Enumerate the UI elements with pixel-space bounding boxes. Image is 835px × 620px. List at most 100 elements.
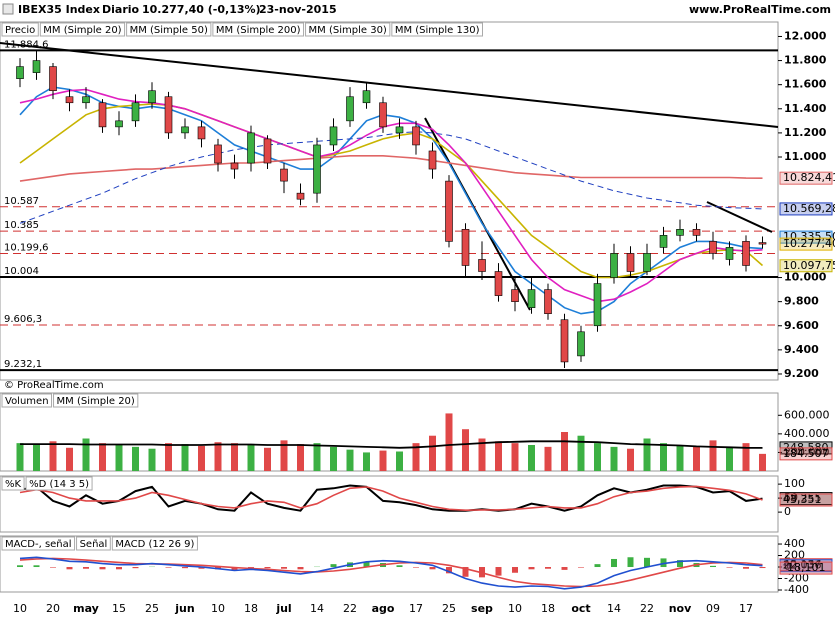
candle-body: [412, 126, 420, 146]
volume-bar: [247, 445, 255, 471]
histogram-bar: [182, 567, 188, 569]
candle-body: [313, 144, 321, 194]
legend-entry: Señal: [80, 539, 108, 550]
legend-box: [126, 22, 212, 37]
volume-bar: [214, 442, 222, 471]
legend-box: [305, 22, 391, 37]
volume-bar: [561, 432, 568, 471]
x-tick-label: 25: [442, 602, 456, 615]
value-box: [779, 202, 833, 216]
legend-box: [1, 393, 53, 408]
candle-body: [148, 90, 156, 104]
y-tick-label: 9.200: [784, 367, 819, 380]
moving-average: [19, 88, 763, 303]
candle-body: [428, 150, 437, 170]
candle-body: [478, 259, 486, 272]
y-tick-label: 400: [784, 537, 805, 550]
value-box: [779, 237, 833, 251]
volume-bar: [346, 449, 354, 471]
volume-bar: [363, 452, 370, 471]
histogram-bar: [99, 567, 106, 570]
moving-average: [19, 155, 763, 182]
volume-bar: [396, 451, 403, 471]
candle-body: [626, 253, 635, 272]
x-tick-label: 22: [640, 602, 654, 615]
legend-box: [111, 536, 198, 551]
histogram-bar: [281, 567, 287, 569]
candle-body: [544, 289, 552, 315]
volume-bar: [181, 444, 189, 471]
legend-box: [25, 476, 93, 491]
x-tick-label: jun: [174, 602, 194, 615]
y-tick-label: 9.400: [784, 343, 819, 356]
volume-bar: [627, 448, 634, 471]
indicator-line: [19, 556, 763, 590]
histogram-bar: [759, 567, 766, 569]
volume-bar: [16, 443, 24, 471]
y-tick-label: 400.000: [784, 427, 830, 440]
histogram-bar: [726, 567, 733, 568]
histogram-bar: [297, 567, 304, 570]
trend-line: [0, 42, 779, 128]
value-label: -18,101: [783, 561, 825, 574]
candle-body: [164, 96, 173, 134]
x-tick-label: 17: [739, 602, 753, 615]
x-tick-label: 22: [343, 602, 357, 615]
value-box: [779, 447, 833, 461]
histogram-bar: [83, 567, 89, 569]
candle-body: [131, 102, 140, 122]
y-tick-label: 11.600: [784, 78, 827, 91]
volume-bar: [115, 445, 123, 471]
candle-body: [709, 241, 717, 254]
histogram-bar: [33, 565, 40, 568]
candle-body: [758, 242, 767, 245]
histogram-bar: [231, 567, 238, 570]
level-label: 9.232,1: [4, 359, 42, 370]
candle-body: [296, 192, 305, 200]
panel-frame: [0, 21, 779, 381]
x-tick-label: 10: [13, 602, 27, 615]
histogram-bar: [594, 564, 601, 568]
last-price: 10.277,40 (-0,13%): [142, 3, 261, 16]
site: www.ProRealTime.com: [689, 3, 831, 16]
x-tick-label: 09: [706, 602, 720, 615]
legend-entry: MM (Simple 200): [216, 25, 301, 36]
volume-bar: [511, 443, 519, 471]
value-label: 48,255: [783, 492, 822, 505]
volume-bar: [462, 429, 469, 471]
candle-body: [527, 289, 536, 308]
legend-entry: MM (Simple 50): [130, 25, 208, 36]
candle-body: [395, 126, 404, 134]
histogram-bar: [627, 557, 634, 568]
value-box: [779, 171, 833, 185]
histogram-bar: [512, 567, 518, 573]
candle-body: [329, 126, 338, 146]
value-label: 10.097,75: [783, 259, 835, 272]
period: Diario: [102, 3, 140, 16]
legend-entry: MACD (12 26 9): [115, 539, 194, 550]
histogram-bar: [198, 567, 205, 569]
x-tick-label: 18: [541, 602, 555, 615]
volume-bar: [709, 440, 717, 471]
candle-body: [560, 319, 569, 363]
candle-body: [362, 90, 371, 104]
volume-bar: [610, 446, 618, 471]
volume-bar: [594, 443, 601, 471]
volume-bar: [759, 453, 766, 471]
candle-body: [65, 96, 74, 104]
candle-body: [461, 229, 470, 266]
value-label: 10.569,28: [783, 202, 835, 215]
y-tick-label: 11.800: [784, 54, 827, 67]
value-box: [779, 493, 833, 507]
date: 23-nov-2015: [259, 3, 337, 16]
volume-bar: [544, 446, 552, 471]
x-tick-label: oct: [571, 602, 590, 615]
x-tick-label: 10: [508, 602, 522, 615]
legend-box: [1, 536, 76, 551]
level-label: 10.385: [4, 220, 39, 231]
x-tick-label: 17: [409, 602, 423, 615]
x-tick-label: ago: [372, 602, 395, 615]
histogram-bar: [116, 567, 122, 570]
volume-bar: [231, 443, 238, 471]
